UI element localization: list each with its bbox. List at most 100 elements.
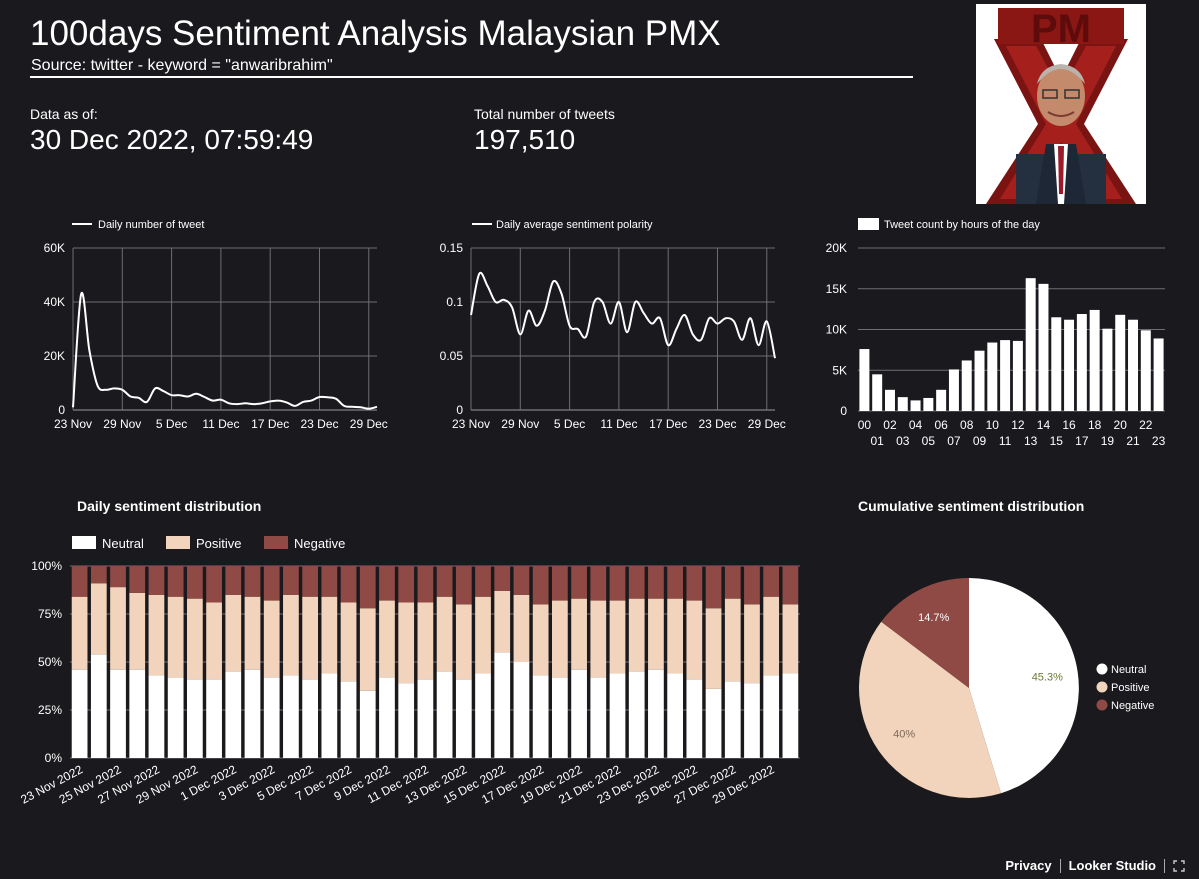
bar-segment-negative [455, 566, 472, 605]
x-tick-label: 07 [947, 434, 961, 448]
bar-segment-neutral [321, 673, 338, 758]
bar [961, 360, 972, 411]
bar-segment-positive [648, 598, 664, 670]
bar-segment-positive [359, 608, 376, 691]
bar-segment-negative [551, 566, 568, 601]
bar-segment-negative [244, 566, 261, 597]
legend-label: Positive [196, 536, 242, 551]
x-tick-label: 05 [922, 434, 936, 448]
bar-segment-positive [225, 594, 242, 672]
bar-segment-positive [782, 604, 799, 674]
x-tick-label: 20 [1114, 418, 1128, 432]
legend-swatch [166, 536, 190, 549]
x-tick-label: 18 [1088, 418, 1102, 432]
bar-segment-neutral [724, 681, 741, 758]
bar-segment-neutral [782, 673, 799, 758]
y-tick-label: 25% [38, 703, 62, 717]
x-tick-label: 02 [883, 418, 897, 432]
bar-segment-positive [494, 590, 511, 653]
bar-segment-negative [571, 566, 587, 599]
x-tick-label: 01 [871, 434, 885, 448]
bar-segment-neutral [90, 654, 107, 758]
bar-segment-positive [398, 602, 415, 684]
x-tick-label: 10 [986, 418, 1000, 432]
bar-segment-neutral [590, 677, 607, 758]
bar-segment-negative [782, 566, 799, 605]
bar-segment-negative [532, 566, 549, 605]
legend-label: Daily average sentiment polarity [496, 219, 653, 231]
bar-segment-positive [110, 587, 126, 670]
bar [1089, 309, 1100, 411]
bar-segment-negative [359, 566, 376, 609]
x-tick-label: 17 Dec [649, 417, 687, 431]
fullscreen-icon[interactable] [1173, 859, 1185, 872]
bar [1038, 283, 1049, 411]
bar-segment-positive [436, 596, 453, 672]
bar [1140, 330, 1151, 411]
bar-segment-negative [686, 566, 703, 601]
footer-separator [1059, 858, 1061, 873]
y-tick-label: 60K [44, 241, 65, 255]
bar [1076, 314, 1087, 411]
x-tick-label: 29 Dec [350, 417, 388, 431]
bar-segment-positive [609, 600, 626, 674]
title-divider [30, 76, 913, 78]
bar-segment-positive [71, 596, 88, 670]
bar-segment-negative [206, 566, 222, 603]
bar-segment-positive [686, 600, 703, 680]
bar [948, 369, 959, 411]
cumulative-sentiment-pie-chart: Cumulative sentiment distribution 45.3% 4… [858, 498, 1154, 798]
bar-segment-negative [263, 566, 280, 601]
x-tick-label: 06 [934, 418, 948, 432]
bar-segment-negative [667, 566, 684, 599]
bar-segment-positive [379, 600, 395, 678]
bar-segment-neutral [129, 669, 146, 758]
bar-segment-positive [667, 598, 684, 674]
bar-segment-positive [417, 602, 434, 680]
y-tick-label: 10K [826, 323, 847, 337]
x-tick-label: 11 [999, 434, 1012, 448]
pie-slice-positive [859, 621, 1001, 798]
bar-segment-positive [340, 602, 357, 682]
sentiment-polarity-series-line [470, 271, 776, 359]
bar-segment-negative [513, 566, 530, 595]
pie-value-label: 45.3% [1032, 671, 1063, 683]
y-tick-label: 5K [832, 363, 847, 377]
bar-segment-negative [763, 566, 780, 597]
x-tick-label: 23 Dec [698, 417, 736, 431]
chart-title: Cumulative sentiment distribution [858, 498, 1084, 514]
bar-segment-neutral [609, 673, 626, 758]
privacy-link[interactable]: Privacy [1005, 858, 1052, 873]
bar-segment-neutral [417, 679, 434, 758]
legend-bar-swatch [858, 218, 879, 230]
bar-segment-neutral [148, 675, 165, 758]
bar-segment-positive [455, 604, 472, 680]
bar-segment-neutral [705, 688, 722, 758]
y-tick-label: 0 [58, 403, 65, 417]
bar-segment-negative [186, 566, 203, 599]
x-tick-label: 29 Nov [501, 417, 539, 431]
y-tick-label: 0.05 [440, 349, 464, 363]
chart-title: Daily sentiment distribution [77, 498, 261, 514]
bar [1051, 317, 1062, 411]
bar-segment-positive [186, 598, 203, 680]
bar-segment-negative [724, 566, 741, 599]
pie-value-label: 40% [893, 728, 915, 740]
bar-segment-negative [379, 566, 395, 601]
bar [910, 400, 921, 411]
data-as-of-label: Data as of: [30, 106, 98, 122]
bar-segment-neutral [571, 669, 587, 758]
footer-separator [1164, 858, 1165, 873]
x-tick-label: 09 [973, 434, 987, 448]
bar-segment-neutral [494, 652, 511, 758]
legend-label: Negative [1111, 700, 1154, 712]
looker-studio-link[interactable]: Looker Studio [1068, 858, 1156, 873]
legend-label: Tweet count by hours of the day [884, 219, 1040, 231]
bar [1115, 314, 1126, 411]
total-tweets-label: Total number of tweets [474, 106, 615, 122]
bar-segment-neutral [648, 669, 664, 758]
y-tick-label: 0 [456, 403, 463, 417]
bar-segment-positive [744, 604, 760, 684]
x-tick-label: 5 Dec [554, 417, 585, 431]
legend-swatch [1096, 663, 1108, 675]
